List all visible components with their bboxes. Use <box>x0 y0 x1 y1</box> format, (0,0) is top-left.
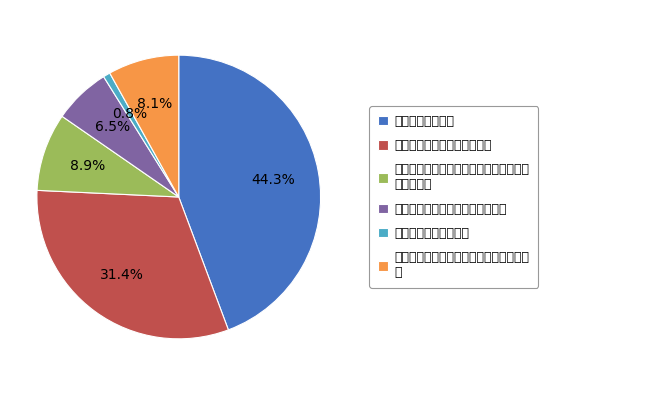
Text: 8.1%: 8.1% <box>137 97 172 111</box>
Wedge shape <box>179 55 320 330</box>
Text: 8.9%: 8.9% <box>70 159 105 173</box>
Wedge shape <box>62 77 179 197</box>
Text: 31.4%: 31.4% <box>100 268 144 282</box>
Wedge shape <box>37 190 228 339</box>
Text: 6.5%: 6.5% <box>95 120 130 134</box>
Wedge shape <box>110 55 179 197</box>
Text: 44.3%: 44.3% <box>252 173 296 187</box>
Wedge shape <box>37 116 179 197</box>
Wedge shape <box>103 73 179 197</box>
Legend: 絶対に結婚したい, 結婚したい気持ちの方が強い, 結婚したいか結婚したくないかはっきり
分からない, 結婚したくない気持ちの方が強い, 絶対に結婚したくない, : 絶対に結婚したい, 結婚したい気持ちの方が強い, 結婚したいか結婚したくないかは… <box>369 106 538 288</box>
Text: 0.8%: 0.8% <box>112 107 148 121</box>
